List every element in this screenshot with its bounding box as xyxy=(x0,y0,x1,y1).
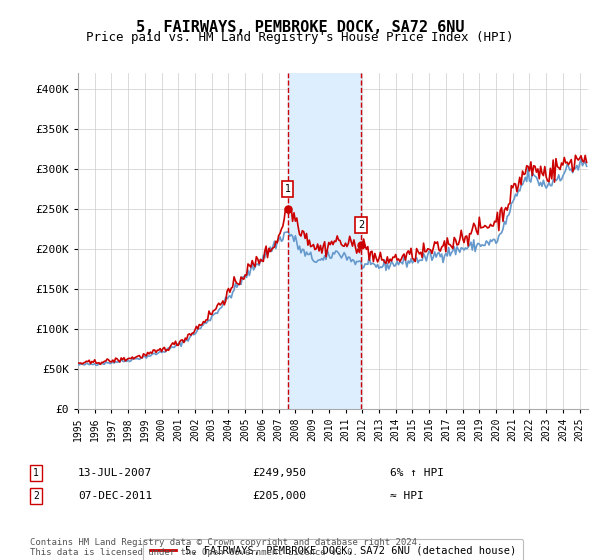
Text: £249,950: £249,950 xyxy=(252,468,306,478)
Text: 2: 2 xyxy=(33,491,39,501)
Text: 5, FAIRWAYS, PEMBROKE DOCK, SA72 6NU: 5, FAIRWAYS, PEMBROKE DOCK, SA72 6NU xyxy=(136,20,464,35)
Text: Contains HM Land Registry data © Crown copyright and database right 2024.
This d: Contains HM Land Registry data © Crown c… xyxy=(30,538,422,557)
Text: Price paid vs. HM Land Registry's House Price Index (HPI): Price paid vs. HM Land Registry's House … xyxy=(86,31,514,44)
Text: 6% ↑ HPI: 6% ↑ HPI xyxy=(390,468,444,478)
Text: 13-JUL-2007: 13-JUL-2007 xyxy=(78,468,152,478)
Text: 1: 1 xyxy=(284,184,290,194)
Text: ≈ HPI: ≈ HPI xyxy=(390,491,424,501)
Legend: 5, FAIRWAYS, PEMBROKE DOCK, SA72 6NU (detached house), HPI: Average price, detac: 5, FAIRWAYS, PEMBROKE DOCK, SA72 6NU (de… xyxy=(143,539,523,560)
Bar xyxy=(287,73,361,409)
Text: 1: 1 xyxy=(33,468,39,478)
Text: 2: 2 xyxy=(358,220,364,230)
Text: £205,000: £205,000 xyxy=(252,491,306,501)
Text: 07-DEC-2011: 07-DEC-2011 xyxy=(78,491,152,501)
